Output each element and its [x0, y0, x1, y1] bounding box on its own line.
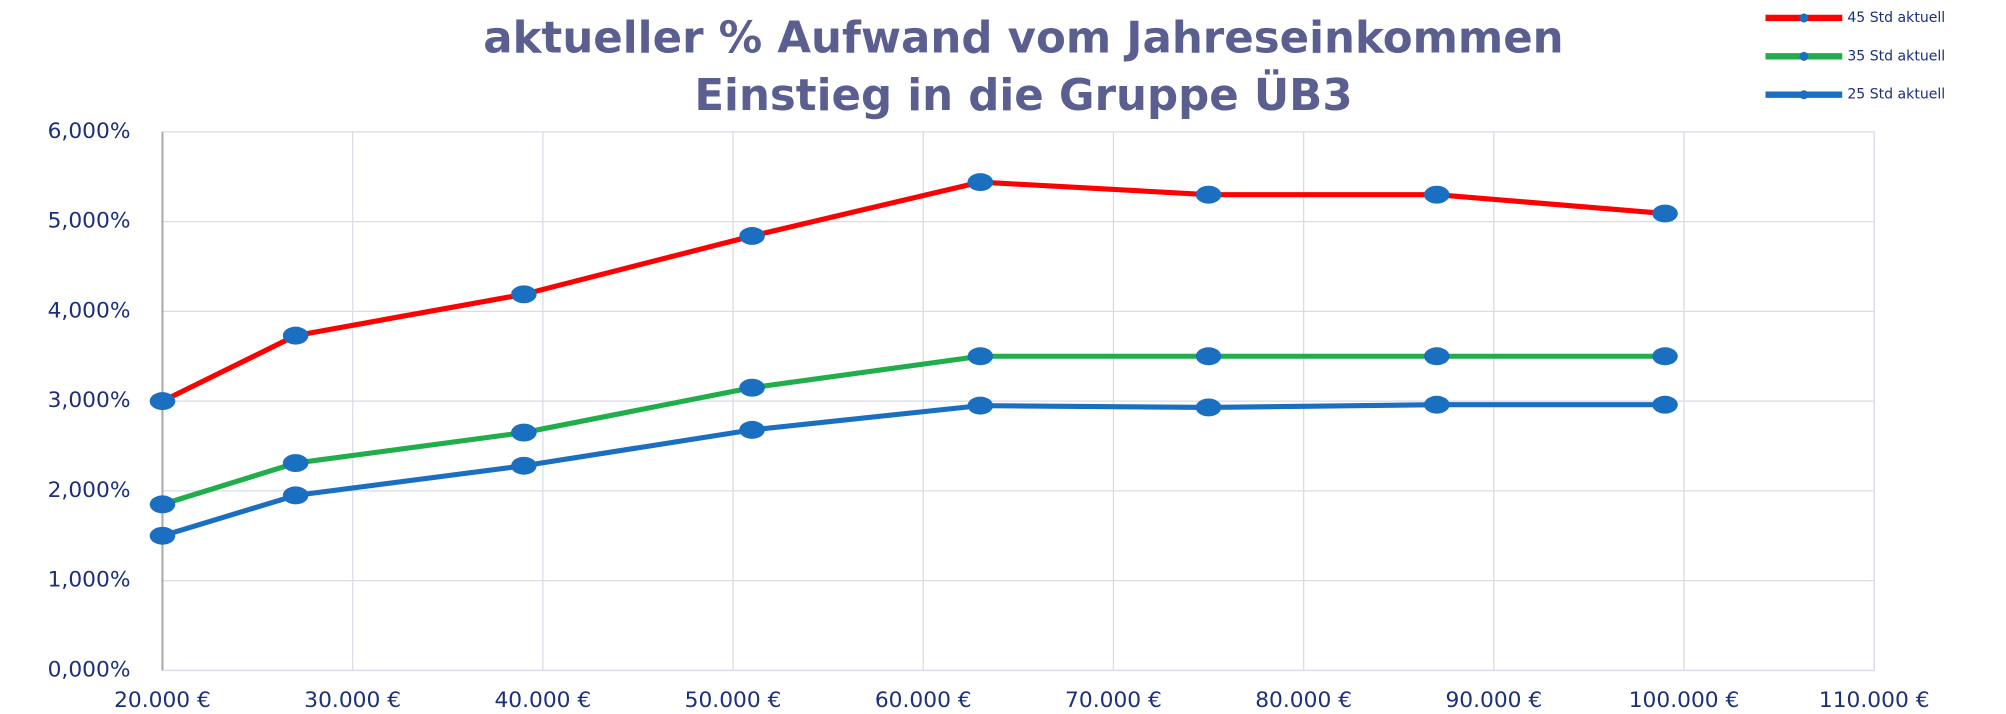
- x-tick-label: 90.000 €: [1445, 688, 1542, 713]
- marker: [282, 326, 309, 345]
- series-line: [161, 402, 1666, 539]
- series-line: [161, 179, 1666, 404]
- marker: [149, 495, 176, 514]
- marker: [739, 227, 765, 245]
- series-line: [161, 353, 1666, 507]
- y-tick-label: 1,000%: [48, 568, 131, 593]
- legend-marker: [1799, 51, 1809, 61]
- marker: [1423, 185, 1450, 204]
- y-tick-label: 2,000%: [48, 478, 131, 503]
- marker: [967, 396, 994, 415]
- marker: [282, 486, 309, 505]
- marker: [967, 173, 994, 192]
- x-tick-label: 80.000 €: [1255, 688, 1352, 713]
- marker: [1195, 185, 1222, 204]
- marker: [1652, 347, 1678, 366]
- marker: [149, 392, 176, 411]
- y-tick-label: 5,000%: [48, 209, 131, 234]
- marker: [1652, 204, 1678, 223]
- x-tick-label: 70.000 €: [1065, 688, 1162, 713]
- x-tick-label: 100.000 €: [1629, 688, 1740, 713]
- marker: [1195, 398, 1222, 417]
- legend-marker: [1799, 90, 1809, 100]
- x-tick-label: 50.000 €: [685, 688, 782, 713]
- marker: [149, 526, 176, 545]
- x-tick-label: 20.000 €: [114, 688, 211, 713]
- y-tick-label: 3,000%: [48, 388, 131, 413]
- marker: [282, 454, 309, 473]
- x-tick-label: 40.000 €: [494, 688, 591, 713]
- marker: [511, 423, 537, 442]
- marker: [967, 347, 994, 366]
- legend-marker: [1799, 13, 1809, 23]
- y-tick-label: 4,000%: [48, 298, 131, 323]
- y-tick-label: 6,000%: [48, 119, 131, 144]
- x-tick-label: 60.000 €: [875, 688, 972, 713]
- marker: [511, 285, 537, 304]
- marker: [1423, 347, 1450, 366]
- x-tick-label: 30.000 €: [304, 688, 401, 713]
- marker: [511, 456, 537, 475]
- legend-label: 25 Std aktuell: [1847, 87, 1945, 103]
- marker: [1652, 395, 1678, 414]
- marker: [1195, 347, 1222, 366]
- chart-title: aktueller % Aufwand vom Jahreseinkommen: [483, 14, 1563, 64]
- chart-subtitle: Einstieg in die Gruppe ÜB3: [694, 70, 1352, 121]
- marker: [739, 420, 765, 439]
- x-tick-label: 110.000 €: [1819, 688, 1930, 713]
- legend-label: 45 Std aktuell: [1847, 10, 1945, 26]
- legend-label: 35 Std aktuell: [1847, 48, 1945, 64]
- marker: [1423, 395, 1450, 414]
- marker: [739, 378, 765, 397]
- y-tick-label: 0,000%: [48, 657, 131, 682]
